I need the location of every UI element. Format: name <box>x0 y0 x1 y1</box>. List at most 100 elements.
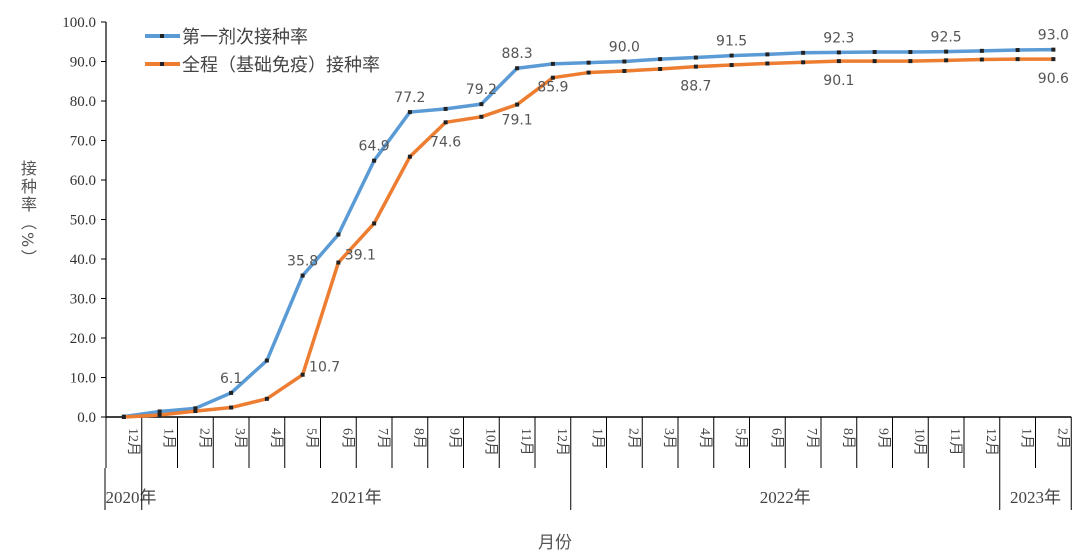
x-tick-label: 8月 <box>411 428 427 449</box>
x-tick-label: 9月 <box>447 428 463 449</box>
data-label: 88.3 <box>502 46 533 62</box>
y-tick-label: 50.0 <box>70 213 96 229</box>
data-point <box>1051 57 1056 62</box>
data-point <box>1015 57 1020 62</box>
data-label: 35.8 <box>287 254 318 270</box>
year-label: 2022年 <box>760 488 811 507</box>
data-point <box>586 60 591 65</box>
y-tick-label: 90.0 <box>70 55 96 71</box>
data-point <box>801 60 806 65</box>
y-tick-label: 0.0 <box>77 410 96 426</box>
data-label: 79.1 <box>502 113 533 129</box>
data-point <box>229 405 234 410</box>
data-point <box>944 49 949 54</box>
x-tick-label: 11月 <box>518 428 534 455</box>
data-point <box>622 68 627 73</box>
data-label: 6.1 <box>220 371 242 387</box>
y-axis-label: 接种率（%） <box>18 160 37 268</box>
data-label: 92.5 <box>931 30 962 46</box>
data-label: 88.7 <box>680 79 711 95</box>
series-line <box>123 47 1054 419</box>
data-point <box>407 154 412 159</box>
data-point <box>944 58 949 63</box>
x-tick-label: 5月 <box>304 428 320 449</box>
data-point <box>908 59 913 64</box>
data-point <box>372 158 377 163</box>
y-tick-label: 30.0 <box>70 292 96 308</box>
y-tick-label: 60.0 <box>70 173 96 189</box>
data-label: 39.1 <box>345 248 376 264</box>
data-label: 79.2 <box>466 82 497 98</box>
data-point <box>658 57 663 62</box>
x-tick-label: 9月 <box>876 428 892 449</box>
data-point <box>908 50 913 55</box>
data-point <box>693 55 698 60</box>
x-tick-label: 8月 <box>840 428 856 449</box>
data-point <box>658 67 663 72</box>
x-tick-label: 7月 <box>375 428 391 449</box>
data-point <box>622 59 627 64</box>
x-tick-label: 2月 <box>196 428 212 449</box>
data-point <box>515 102 520 107</box>
data-point <box>1015 48 1020 53</box>
x-tick-label: 6月 <box>339 428 355 449</box>
data-point <box>550 61 555 66</box>
x-tick-label: 1月 <box>590 428 606 449</box>
data-point <box>515 66 520 71</box>
x-tick-label: 10月 <box>482 428 498 456</box>
data-label: 91.5 <box>716 34 747 50</box>
x-tick-label: 12月 <box>554 428 570 456</box>
data-point <box>372 221 377 226</box>
data-point <box>836 50 841 55</box>
data-point <box>801 50 806 55</box>
data-point <box>443 106 448 111</box>
data-point <box>264 396 269 401</box>
legend-marker <box>160 34 164 38</box>
data-point <box>729 63 734 68</box>
x-tick-label: 5月 <box>733 428 749 449</box>
data-label: 90.0 <box>609 40 640 56</box>
data-point <box>300 372 305 377</box>
data-point <box>729 53 734 58</box>
data-point <box>336 260 341 265</box>
data-point <box>193 406 198 411</box>
data-point <box>193 409 198 414</box>
data-label: 74.6 <box>430 134 461 150</box>
legend-marker <box>160 62 164 66</box>
x-tick-label: 6月 <box>768 428 784 449</box>
data-point <box>979 48 984 53</box>
y-tick-label: 100.0 <box>62 15 96 31</box>
legend-label: 全程（基础免疫）接种率 <box>182 55 380 76</box>
x-tick-label: 11月 <box>947 428 963 455</box>
year-label: 2021年 <box>331 488 382 507</box>
x-tick-label: 12月 <box>125 428 141 456</box>
data-point <box>229 390 234 395</box>
x-tick-label: 4月 <box>268 428 284 449</box>
y-tick-label: 40.0 <box>70 252 96 268</box>
x-tick-label: 1月 <box>161 428 177 449</box>
x-tick-label: 3月 <box>232 428 248 449</box>
legend-label: 第一剂次接种率 <box>182 27 308 48</box>
data-point <box>693 64 698 69</box>
y-tick-label: 70.0 <box>70 134 96 150</box>
data-point <box>1051 47 1056 52</box>
data-point <box>264 358 269 363</box>
data-point <box>765 52 770 57</box>
year-label: 2023年 <box>1010 488 1061 507</box>
data-label: 90.6 <box>1038 71 1069 87</box>
x-axis-label: 月份 <box>538 533 572 553</box>
y-tick-label: 20.0 <box>70 331 96 347</box>
data-label: 85.9 <box>537 80 568 96</box>
y-tick-label: 10.0 <box>70 371 96 387</box>
data-point <box>550 75 555 80</box>
x-tick-label: 3月 <box>661 428 677 449</box>
data-point <box>479 114 484 119</box>
year-label: 2020年 <box>106 488 157 507</box>
data-label: 64.9 <box>359 139 390 155</box>
x-tick-label: 7月 <box>804 428 820 449</box>
data-point <box>300 273 305 278</box>
y-tick-label: 80.0 <box>70 94 96 110</box>
